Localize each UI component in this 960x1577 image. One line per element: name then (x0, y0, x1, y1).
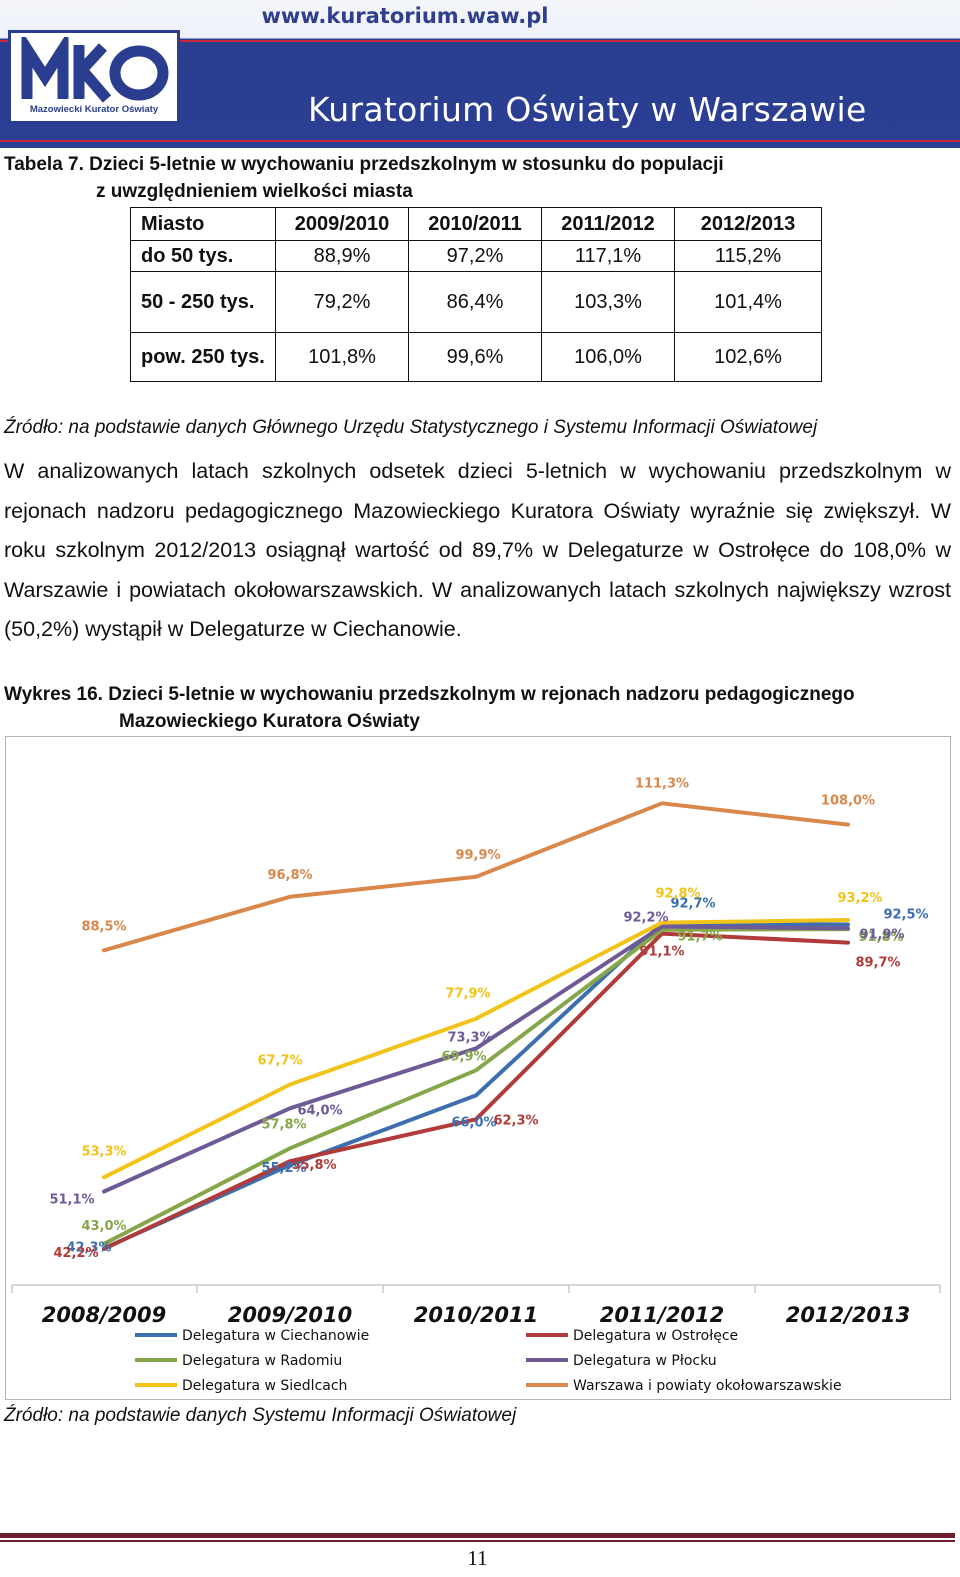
table7-cell: do 50 tys. (130, 240, 276, 272)
series-line (102, 801, 850, 953)
legend-label: Delegatura w Ostrołęce (573, 1328, 738, 1344)
table7-header-cell: Miasto (130, 207, 276, 241)
logo-subtitle: Mazowiecki Kurator Oświaty (29, 104, 159, 115)
table7-header-cell: 2009/2010 (275, 207, 409, 241)
data-label: 92,7% (670, 896, 715, 911)
table7-caption-line2: z uwzględnieniem wielkości miasta (96, 181, 413, 202)
table7-cell: pow. 250 tys. (130, 332, 276, 382)
series-line (102, 918, 850, 1180)
data-label: 64,0% (297, 1103, 342, 1118)
banner-stripe-bottom (0, 140, 960, 142)
mko-logo: Mazowiecki Kurator Oświaty (8, 30, 180, 124)
data-label: 69,9% (441, 1049, 486, 1064)
data-label: 62,3% (493, 1113, 538, 1128)
data-label: 57,8% (261, 1117, 306, 1132)
banner-stripe-top (0, 40, 960, 42)
mko-logo-icon (21, 37, 169, 103)
table7-cell: 117,1% (541, 240, 675, 272)
table7-cell: 79,2% (275, 271, 409, 333)
table7-header-row: Miasto 2009/2010 2010/2011 2011/2012 201… (130, 207, 822, 241)
data-label: 55,8% (291, 1158, 336, 1173)
table7-caption: Tabela 7. Dzieci 5-letnie w wychowaniu p… (4, 151, 724, 205)
x-tick-label: 2010/2011 (414, 1303, 539, 1327)
series-line (102, 924, 850, 1194)
brand-title: Kuratorium Oświaty w Warszawie (308, 90, 867, 129)
data-label: 73,3% (447, 1030, 492, 1045)
table7-cell: 99,6% (408, 332, 542, 382)
data-label: 92,2% (623, 910, 668, 925)
table-row: 50 - 250 tys. 79,2% 86,4% 103,3% 101,4% (130, 271, 822, 333)
table7-cell: 86,4% (408, 271, 542, 333)
legend-label: Delegatura w Radomiu (182, 1353, 342, 1369)
table7-header-cell: 2011/2012 (541, 207, 675, 241)
data-label: 99,9% (455, 848, 500, 863)
data-label: 96,8% (267, 868, 312, 883)
data-label: 43,0% (81, 1219, 126, 1234)
header-banner: www.kuratorium.waw.pl Kuratorium Oświaty… (0, 0, 960, 148)
data-label: 92,5% (883, 908, 928, 923)
data-label: 67,7% (257, 1053, 302, 1068)
data-label: 93,2% (837, 891, 882, 906)
chart16-source: Źródło: na podstawie danych Systemu Info… (4, 1405, 517, 1426)
table7-header-cell: 2012/2013 (674, 207, 822, 241)
footer-rule (0, 1533, 955, 1538)
x-tick-label: 2011/2012 (600, 1303, 725, 1327)
chart16-caption: Wykres 16. Dzieci 5-letnie w wychowaniu … (4, 681, 855, 735)
data-label: 42,3% (66, 1240, 111, 1255)
legend-label: Delegatura w Płocku (573, 1353, 717, 1369)
table7-cell: 115,2% (674, 240, 822, 272)
body-paragraph: W analizowanych latach szkolnych odsetek… (4, 459, 951, 641)
chart16-frame (5, 736, 951, 1400)
table7-caption-line1: Tabela 7. Dzieci 5-letnie w wychowaniu p… (4, 154, 724, 175)
data-label: 53,3% (81, 1144, 126, 1159)
data-label: 111,3% (635, 776, 689, 791)
footer-rule-thin (0, 1540, 955, 1542)
table7-cell: 103,3% (541, 271, 675, 333)
data-label: 91,7% (677, 930, 722, 945)
table7-cell: 101,4% (674, 271, 822, 333)
data-label: 55,2% (261, 1161, 306, 1176)
legend-label: Delegatura w Siedlcach (182, 1378, 347, 1394)
chart16-caption-line2: Mazowieckiego Kuratora Oświaty (119, 711, 420, 732)
x-tick-label: 2008/2009 (42, 1303, 167, 1327)
legend-label: Delegatura w Ciechanowie (182, 1328, 369, 1344)
data-label: 77,9% (445, 987, 490, 1002)
data-label: 91,9% (859, 927, 904, 942)
data-label: 92,8% (655, 887, 700, 902)
data-label: 66,0% (451, 1115, 496, 1130)
table7: Miasto 2009/2010 2010/2011 2011/2012 201… (130, 207, 822, 382)
table-row: do 50 tys. 88,9% 97,2% 117,1% 115,2% (130, 240, 822, 272)
series-line (102, 931, 850, 1251)
table7-cell: 102,6% (674, 332, 822, 382)
data-label: 91,1% (639, 945, 684, 960)
table7-source: Źródło: na podstawie danych Głównego Urz… (4, 417, 818, 438)
data-label: 88,5% (81, 919, 126, 934)
data-label: 89,7% (855, 956, 900, 971)
series-line (102, 921, 850, 1251)
data-label: 108,0% (821, 794, 875, 809)
site-url[interactable]: www.kuratorium.waw.pl (261, 4, 549, 28)
data-label: 42,2% (53, 1246, 98, 1261)
table7-header-cell: 2010/2011 (408, 207, 542, 241)
chart16-caption-line1: Wykres 16. Dzieci 5-letnie w wychowaniu … (4, 684, 855, 705)
data-label: 51,1% (49, 1193, 94, 1208)
page-number: 11 (467, 1546, 488, 1570)
data-label: 91,8% (858, 930, 903, 945)
table7-cell: 97,2% (408, 240, 542, 272)
legend-label: Warszawa i powiaty okołowarszawskie (573, 1378, 842, 1394)
x-tick-label: 2009/2010 (228, 1303, 353, 1327)
series-line (102, 927, 850, 1246)
table-row: pow. 250 tys. 101,8% 99,6% 106,0% 102,6% (130, 332, 822, 382)
x-tick-label: 2012/2013 (786, 1303, 911, 1327)
